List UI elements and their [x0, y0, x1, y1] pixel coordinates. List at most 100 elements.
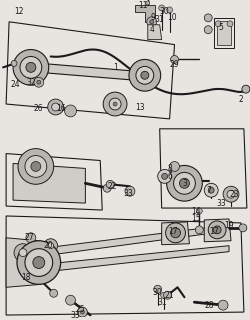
Circle shape	[153, 285, 161, 293]
Circle shape	[169, 162, 179, 172]
Text: 33: 33	[215, 199, 225, 208]
Text: 32: 32	[26, 78, 36, 87]
Circle shape	[204, 14, 211, 22]
Circle shape	[77, 307, 87, 317]
Text: 23: 23	[228, 190, 238, 199]
Circle shape	[64, 105, 76, 117]
Text: 10: 10	[166, 13, 176, 22]
Circle shape	[19, 249, 27, 257]
Circle shape	[140, 71, 148, 79]
Circle shape	[149, 20, 153, 24]
Circle shape	[80, 310, 84, 314]
Polygon shape	[27, 62, 149, 81]
Circle shape	[124, 186, 134, 196]
Circle shape	[135, 66, 153, 84]
Text: 31: 31	[154, 15, 164, 24]
Text: 33: 33	[122, 189, 132, 198]
Circle shape	[196, 208, 202, 214]
Text: 16: 16	[56, 105, 65, 114]
Circle shape	[222, 186, 238, 202]
Circle shape	[17, 241, 60, 284]
Circle shape	[25, 249, 52, 276]
Text: 7: 7	[206, 186, 211, 195]
Circle shape	[44, 239, 58, 253]
Circle shape	[208, 221, 225, 239]
Circle shape	[165, 223, 185, 243]
Circle shape	[65, 295, 75, 305]
Text: 29: 29	[169, 60, 179, 69]
Circle shape	[14, 244, 32, 261]
Polygon shape	[147, 25, 161, 40]
Circle shape	[157, 169, 171, 183]
Circle shape	[166, 7, 172, 13]
Circle shape	[214, 21, 220, 27]
Text: 18: 18	[21, 273, 30, 282]
Circle shape	[106, 180, 114, 188]
Text: 26: 26	[34, 105, 43, 114]
Text: 27: 27	[24, 233, 34, 242]
Polygon shape	[161, 222, 189, 245]
Circle shape	[128, 60, 160, 91]
Circle shape	[226, 21, 232, 27]
Text: 5: 5	[218, 23, 223, 32]
Circle shape	[173, 172, 195, 194]
Circle shape	[179, 178, 189, 188]
Text: 17: 17	[208, 227, 218, 236]
Polygon shape	[31, 246, 228, 274]
Circle shape	[146, 17, 156, 27]
Text: 31: 31	[157, 298, 167, 307]
Polygon shape	[6, 238, 41, 287]
Text: 33: 33	[70, 310, 80, 320]
Text: 22: 22	[107, 182, 117, 191]
Text: 4: 4	[149, 25, 154, 34]
Polygon shape	[134, 5, 154, 22]
Circle shape	[217, 300, 227, 310]
Circle shape	[158, 5, 164, 11]
Circle shape	[113, 102, 116, 106]
Text: 19: 19	[223, 221, 233, 230]
Circle shape	[170, 228, 180, 238]
Circle shape	[238, 224, 246, 232]
Circle shape	[160, 292, 166, 298]
Circle shape	[226, 190, 234, 198]
Polygon shape	[31, 225, 228, 258]
Circle shape	[25, 156, 46, 177]
Circle shape	[170, 55, 178, 63]
Text: 1: 1	[112, 63, 117, 72]
Circle shape	[103, 92, 126, 116]
Circle shape	[11, 60, 17, 66]
Circle shape	[161, 173, 167, 179]
Circle shape	[50, 289, 58, 297]
Text: 24: 24	[10, 80, 20, 89]
Polygon shape	[204, 219, 230, 242]
Circle shape	[166, 165, 202, 201]
Text: 30: 30	[152, 288, 162, 297]
Text: 8: 8	[166, 164, 171, 173]
Text: 20: 20	[44, 241, 53, 250]
Circle shape	[204, 26, 211, 34]
Text: 11: 11	[138, 2, 147, 11]
Text: 17: 17	[167, 227, 177, 236]
Text: 13: 13	[134, 102, 144, 111]
Circle shape	[241, 85, 249, 93]
Circle shape	[26, 62, 36, 72]
Circle shape	[103, 184, 111, 192]
Circle shape	[208, 187, 213, 193]
Circle shape	[31, 162, 41, 172]
Text: 30: 30	[159, 7, 169, 16]
Text: 2: 2	[238, 95, 242, 104]
Circle shape	[18, 148, 54, 184]
Text: 12: 12	[14, 7, 24, 16]
Circle shape	[194, 226, 202, 234]
Circle shape	[109, 98, 120, 110]
Text: 3: 3	[181, 179, 186, 188]
Text: 14: 14	[191, 206, 200, 216]
Circle shape	[34, 77, 43, 87]
Circle shape	[48, 243, 54, 249]
Polygon shape	[216, 21, 230, 44]
Circle shape	[145, 1, 149, 5]
Circle shape	[163, 291, 171, 299]
Circle shape	[52, 103, 60, 111]
Text: 28: 28	[204, 301, 213, 310]
Polygon shape	[13, 164, 85, 203]
